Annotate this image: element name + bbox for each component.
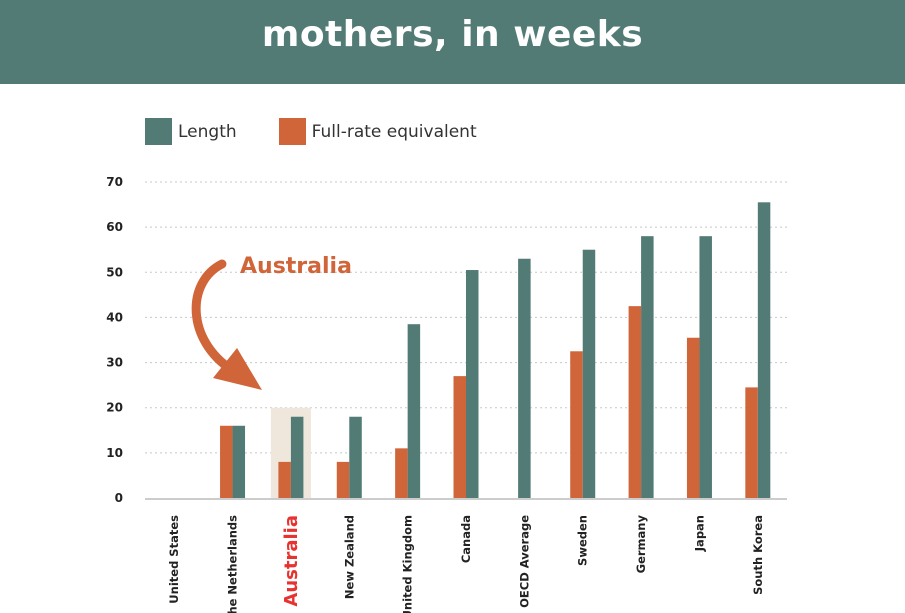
x-tick-label: South Korea	[751, 515, 765, 595]
bar-length	[699, 236, 712, 498]
x-tick-label: Canada	[459, 515, 473, 563]
x-axis: United States The Netherlands Australia New…	[145, 498, 787, 613]
title-banner: mothers, in weeks	[0, 0, 905, 84]
y-tick-label: 60	[106, 220, 123, 234]
legend-label-full-rate: Full-rate equivalent	[311, 121, 477, 142]
y-tick-label: 30	[106, 356, 123, 370]
annotation-label: Australia	[240, 254, 352, 279]
bar-length	[641, 236, 654, 498]
x-tick-label: Japan	[692, 515, 706, 552]
x-tick-label: United States	[167, 515, 181, 604]
x-tick-label: The Netherlands	[226, 515, 240, 613]
y-tick-label: 0	[115, 491, 123, 505]
bar-full-rate	[686, 337, 700, 498]
bar-full-rate	[453, 376, 466, 498]
bar-full-rate	[570, 351, 583, 498]
bar-full-rate	[745, 387, 758, 498]
y-tick-label: 40	[106, 310, 123, 324]
bar-length	[349, 416, 362, 498]
bar-length	[232, 425, 246, 498]
x-tick-label: United Kingdom	[401, 515, 415, 613]
bar-length	[466, 270, 479, 498]
y-tick-label: 10	[106, 446, 123, 460]
chart-title: mothers, in weeks	[261, 13, 644, 55]
gridlines	[145, 181, 787, 454]
x-tick-label: Germany	[634, 515, 648, 574]
bar-full-rate	[336, 461, 350, 498]
x-tick-label: Australia	[281, 515, 302, 607]
bar-length	[290, 416, 304, 498]
legend-swatch-full-rate	[278, 118, 306, 145]
bar-full-rate	[628, 306, 642, 498]
annotation: Australia	[191, 254, 352, 390]
bar-length	[757, 202, 771, 499]
bar-full-rate	[220, 425, 233, 498]
annotation-arrow-icon	[191, 259, 237, 375]
legend: Length Full-rate equivalent	[145, 118, 519, 145]
legend-item-full-rate: Full-rate equivalent	[278, 118, 477, 145]
bar-length	[518, 258, 531, 498]
y-axis: 0 10 20 30 40 50 60 70	[106, 175, 123, 505]
y-tick-label: 70	[106, 175, 123, 189]
y-tick-label: 20	[106, 401, 123, 415]
bar-full-rate	[278, 461, 291, 498]
legend-swatch-length	[145, 118, 172, 145]
bar-length	[582, 249, 596, 498]
x-tick-label: Sweden	[576, 515, 590, 566]
bar-length	[407, 324, 421, 498]
bar-full-rate	[395, 448, 408, 498]
x-tick-label: New Zealand	[342, 515, 356, 599]
x-tick-label: OECD Average	[517, 515, 531, 608]
legend-item-length: Length	[145, 118, 237, 145]
y-tick-label: 50	[106, 265, 123, 279]
legend-label-length: Length	[178, 121, 237, 142]
bars	[220, 202, 771, 499]
arrowhead-icon	[213, 348, 262, 390]
